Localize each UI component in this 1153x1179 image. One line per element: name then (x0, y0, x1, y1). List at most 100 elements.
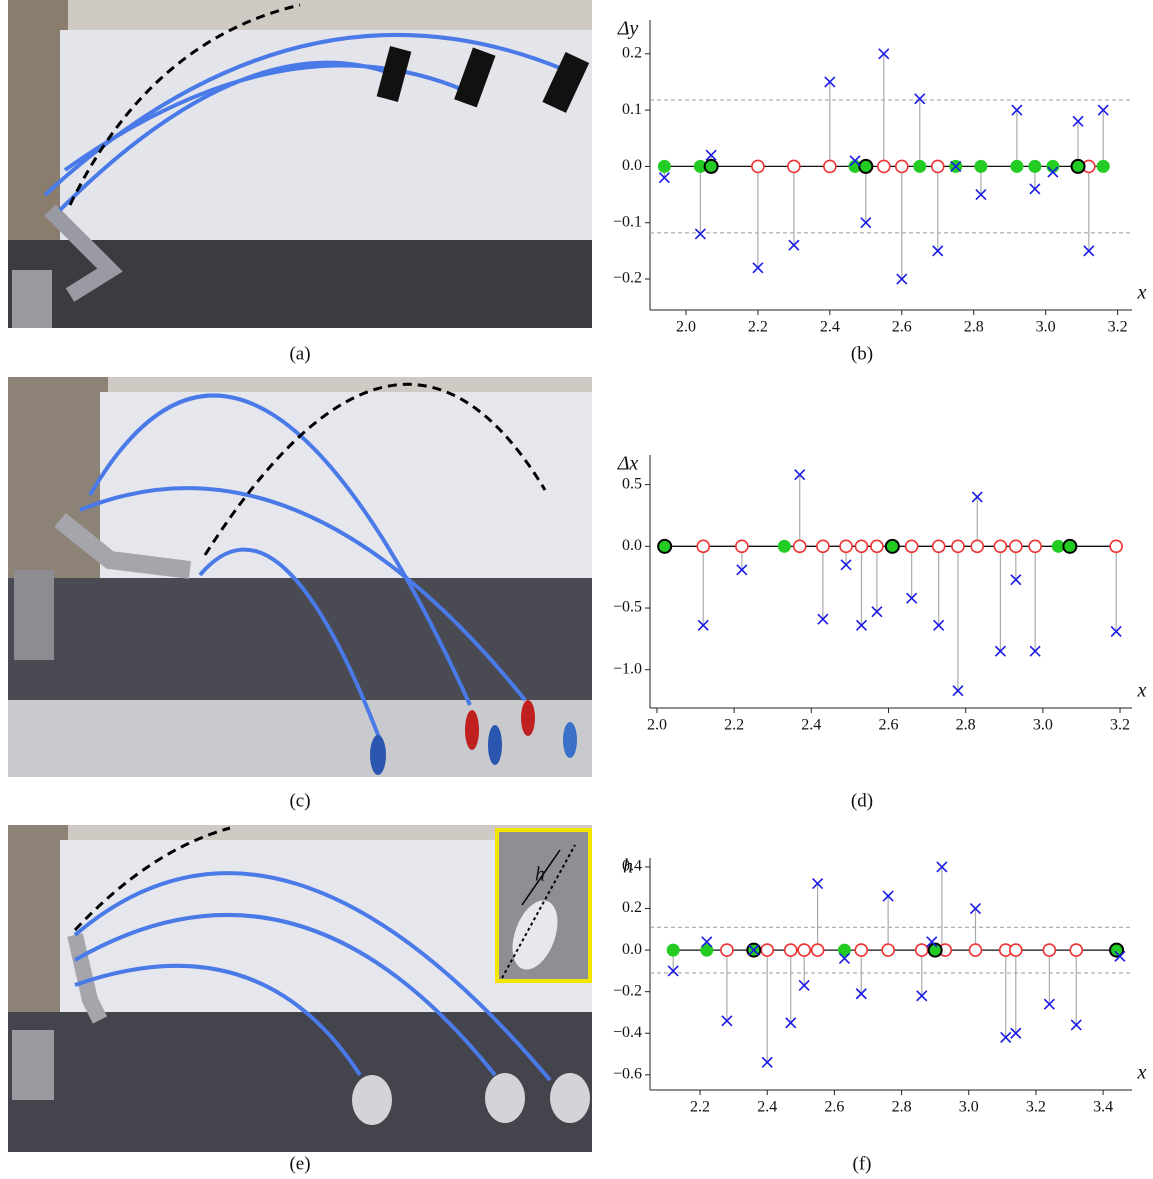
open-circle (870, 539, 884, 554)
x-marker (812, 878, 824, 890)
outlined-circle (858, 158, 874, 174)
y-tick-label: −1.0 (613, 660, 642, 677)
x-marker (933, 619, 945, 631)
x-marker (952, 685, 964, 697)
open-circle (735, 539, 749, 554)
open-circle (816, 539, 830, 554)
open-circle (792, 539, 807, 554)
x-marker (752, 262, 764, 274)
photo-c (8, 377, 592, 777)
caption: (c) (289, 790, 310, 811)
filled-circle (1096, 159, 1110, 173)
x-marker (914, 93, 926, 105)
x-tick-label: 3.0 (959, 1099, 979, 1116)
x-marker (694, 228, 706, 240)
y-tick-label: 0.0 (622, 157, 642, 174)
y-tick-label: −0.5 (613, 599, 642, 616)
x-marker (896, 273, 908, 285)
y-tick-label: −0.2 (613, 982, 642, 999)
x-marker (1010, 1027, 1022, 1039)
y-axis-label: h (623, 856, 633, 878)
photo-e: h (8, 825, 592, 1152)
x-marker (916, 990, 928, 1002)
x-marker (705, 149, 717, 161)
x-tick-label: 2.4 (757, 1099, 777, 1116)
filled-circle (700, 943, 714, 957)
y-axis-label: Δx (617, 453, 639, 475)
x-axis-label: x (1137, 680, 1147, 702)
x-marker (1114, 950, 1126, 962)
y-tick-label: 0.5 (622, 475, 642, 492)
x-marker (658, 172, 670, 184)
x-tick-label: 3.2 (1026, 1099, 1046, 1116)
inset-label: h (535, 864, 545, 886)
x-marker (788, 239, 800, 251)
x-tick-label: 3.0 (1036, 319, 1056, 336)
open-circle (854, 943, 869, 957)
open-circle (931, 539, 946, 554)
filled-circle (666, 943, 680, 957)
open-circle (1028, 539, 1042, 554)
x-marker (785, 1017, 797, 1029)
x-marker (1072, 115, 1084, 127)
x-marker (855, 988, 867, 1000)
x-marker (1047, 166, 1059, 178)
x-marker (838, 952, 851, 964)
x-marker (878, 48, 890, 60)
x-marker (871, 606, 883, 618)
x-tick-label: 2.6 (892, 319, 912, 336)
open-circle (894, 159, 909, 174)
x-marker (1029, 183, 1041, 195)
outlined-circle (1109, 942, 1125, 958)
filled-circle (1028, 159, 1042, 173)
outlined-circle (703, 158, 719, 174)
outlined-circle (884, 538, 900, 554)
x-marker (748, 944, 760, 956)
y-tick-label: −0.6 (613, 1065, 642, 1082)
x-axis-label: x (1137, 1062, 1147, 1084)
open-circle (881, 943, 895, 957)
y-tick-label: −0.4 (613, 1024, 642, 1041)
open-circle (696, 539, 711, 554)
x-marker (1097, 104, 1109, 116)
x-marker (1010, 574, 1022, 586)
x-marker (969, 902, 982, 915)
caption: (b) (851, 343, 873, 364)
x-tick-label: 2.2 (724, 717, 744, 734)
y-axis-label: Δy (617, 18, 639, 40)
y-tick-label: 0.1 (622, 101, 642, 118)
x-marker (1083, 245, 1095, 257)
x-marker (1000, 1031, 1012, 1043)
y-tick-label: 0.2 (622, 44, 642, 61)
open-circle (970, 539, 985, 554)
x-tick-label: 2.8 (956, 717, 976, 734)
x-marker (882, 890, 894, 902)
x-tick-label: 2.0 (647, 717, 667, 734)
x-marker (936, 861, 948, 873)
x-marker (736, 564, 748, 576)
x-marker (667, 965, 679, 977)
open-circle (968, 943, 983, 957)
open-circle (760, 943, 775, 957)
x-marker (1043, 998, 1055, 1010)
open-circle (810, 943, 825, 957)
outlined-circle (1062, 538, 1078, 554)
x-marker (697, 619, 709, 631)
x-tick-label: 2.8 (964, 319, 984, 336)
x-marker (994, 645, 1006, 657)
x-marker (1029, 645, 1041, 657)
x-marker (932, 245, 944, 257)
x-marker (840, 559, 852, 571)
filled-circle (1010, 159, 1024, 173)
x-marker (926, 936, 938, 948)
photo-a (8, 0, 592, 328)
open-circle (1069, 943, 1084, 957)
y-tick-label: −0.2 (613, 270, 642, 287)
x-marker (975, 188, 987, 201)
caption: (a) (289, 343, 310, 364)
caption: (e) (289, 1153, 310, 1174)
x-tick-label: 2.6 (824, 1099, 844, 1116)
filled-circle (974, 159, 988, 173)
outlined-circle (1070, 158, 1086, 174)
